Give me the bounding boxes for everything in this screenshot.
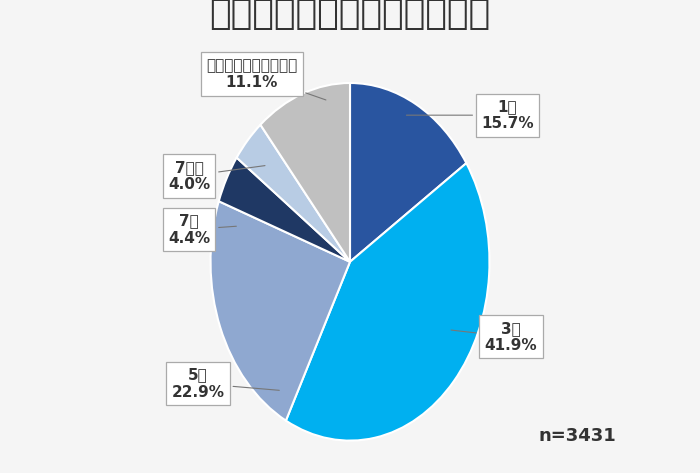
- Text: 3年
41.9%: 3年 41.9%: [451, 321, 538, 353]
- Wedge shape: [219, 158, 350, 262]
- Wedge shape: [211, 201, 350, 420]
- Wedge shape: [237, 125, 350, 262]
- Text: n=3431: n=3431: [538, 427, 616, 445]
- Text: 5年
22.9%: 5年 22.9%: [172, 367, 279, 400]
- Text: 7年超
4.0%: 7年超 4.0%: [168, 160, 265, 192]
- Text: わからない・特にない
11.1%: わからない・特にない 11.1%: [206, 58, 326, 100]
- Wedge shape: [350, 83, 466, 262]
- Text: 1年
15.7%: 1年 15.7%: [407, 99, 533, 131]
- Wedge shape: [286, 163, 489, 441]
- Text: 7年
4.4%: 7年 4.4%: [168, 213, 237, 246]
- Wedge shape: [260, 83, 350, 262]
- Title: カーリース乗り換え希望年数: カーリース乗り換え希望年数: [209, 0, 491, 31]
